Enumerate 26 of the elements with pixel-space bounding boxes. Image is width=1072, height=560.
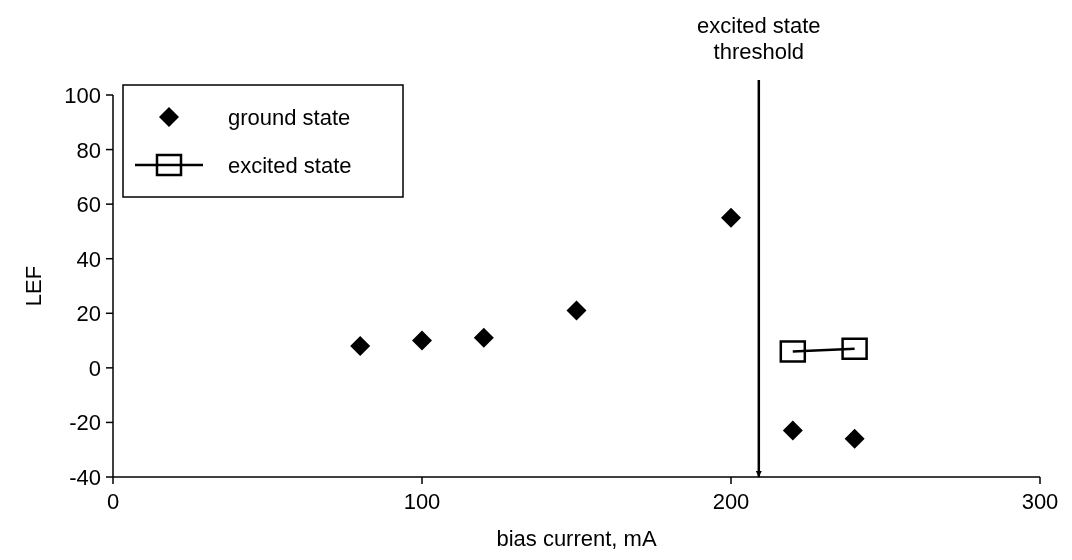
y-tick-label: 0: [88, 355, 101, 381]
legend-label: ground state: [228, 105, 351, 130]
point: [566, 300, 587, 321]
point: [841, 337, 868, 361]
x-tick-label: 200: [712, 489, 750, 514]
y-tick-label: 40: [76, 246, 101, 272]
y-axis-title: LEF: [21, 265, 46, 307]
x-axis-title: bias current, mA: [496, 526, 657, 551]
point: [473, 327, 494, 348]
y-tick-label: -40: [69, 465, 101, 490]
point: [721, 207, 741, 228]
x-tick-label: 100: [403, 489, 441, 514]
y-tick-label: 20: [76, 301, 101, 327]
point: [779, 340, 807, 363]
point: [782, 420, 803, 441]
y-tick-label: -20: [69, 410, 101, 436]
y-tick-label: 100: [64, 83, 101, 108]
legend-label: excited state: [228, 153, 352, 178]
ref-line-label: excited state threshold: [697, 13, 821, 64]
point: [412, 330, 432, 351]
point: [844, 428, 865, 449]
x-tick-label: 300: [1021, 489, 1059, 514]
y-tick-label: 80: [76, 137, 101, 163]
y-tick-label: 60: [76, 192, 101, 218]
x-tick-label: 0: [106, 489, 120, 514]
point: [350, 336, 371, 357]
